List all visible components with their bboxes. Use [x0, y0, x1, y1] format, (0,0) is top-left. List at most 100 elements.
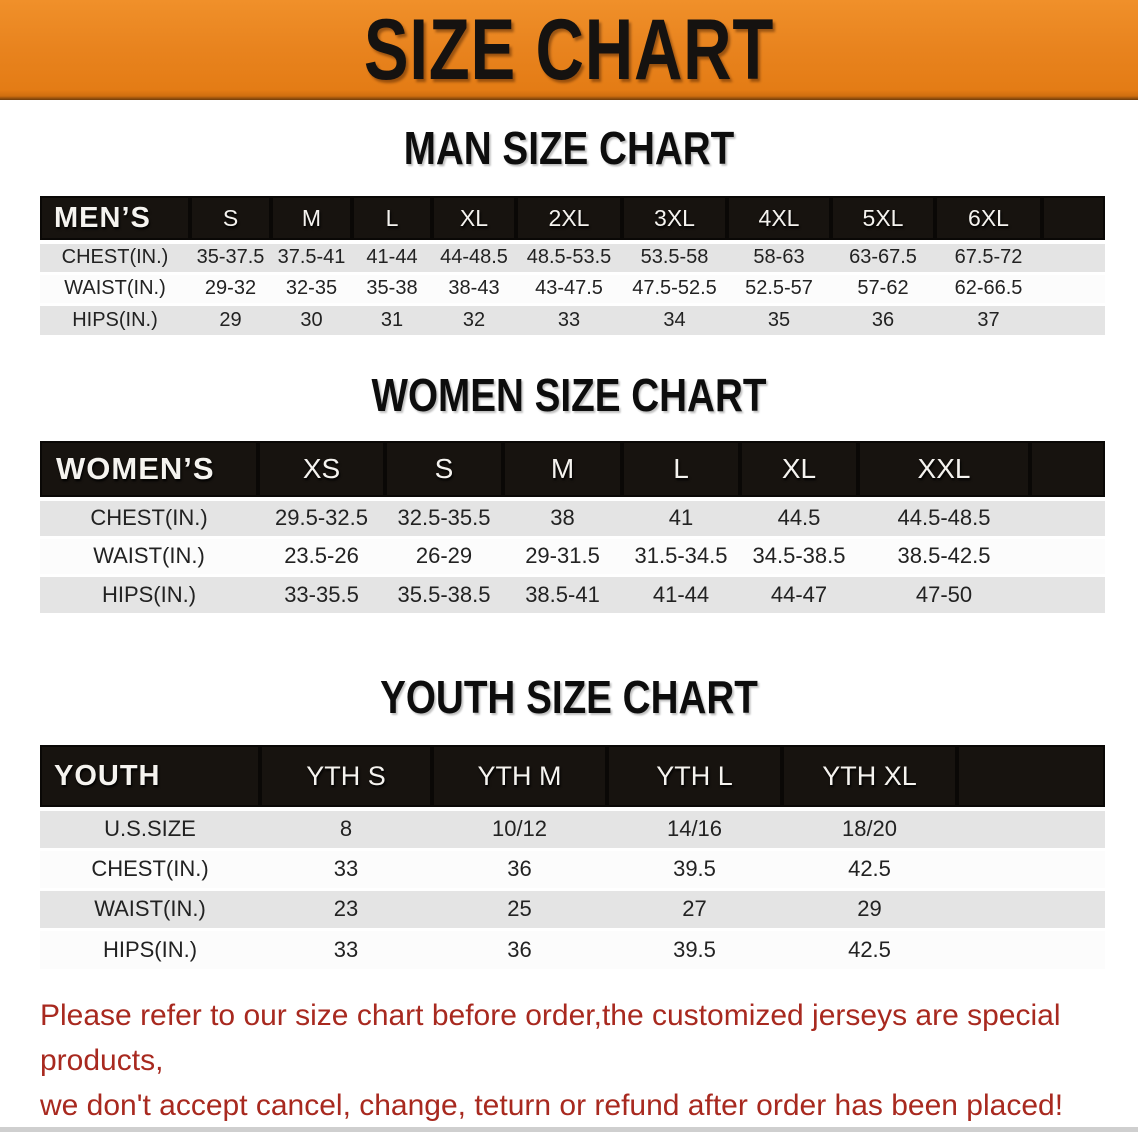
size-value-cell: 33: [516, 302, 622, 335]
row-spacer: [1030, 497, 1105, 537]
size-value-cell: 44.5-48.5: [858, 497, 1030, 537]
row-label: CHEST(IN.): [40, 497, 258, 537]
header-label-men: MEN’S: [40, 196, 190, 244]
size-column-header: 2XL: [516, 196, 622, 244]
size-column-header: S: [385, 441, 503, 501]
men-size-section: MAN SIZE CHART MEN’S S M L XL 2XL 3XL 4XL 5XL 6XL C…: [0, 122, 1138, 335]
measure-row-men: WAIST(IN.) 29-32 32-35 35-38 38-43 43-47.5 47.…: [40, 271, 1105, 304]
size-table-youth: YOUTH YTH S YTH M YTH L YTH XL U.S.SIZE 8 10/12…: [40, 745, 1105, 969]
size-value-cell: 57-62: [831, 271, 935, 304]
size-column-header: YTH M: [432, 745, 607, 811]
measure-row-youth: U.S.SIZE 8 10/12 14/16 18/20: [40, 807, 1105, 849]
size-value-cell: 43-47.5: [516, 271, 622, 304]
size-value-cell: 29-32: [190, 271, 271, 304]
header-spacer: [957, 745, 1105, 811]
row-spacer: [1030, 573, 1105, 613]
size-value-cell: 23: [260, 887, 432, 929]
size-value-cell: 37.5-41: [271, 240, 352, 273]
row-label: CHEST(IN.): [40, 240, 190, 273]
size-value-cell: 32: [432, 302, 516, 335]
size-value-cell: 38: [503, 497, 622, 537]
size-value-cell: 38.5-42.5: [858, 535, 1030, 575]
section-title-women: WOMEN SIZE CHART: [371, 369, 767, 421]
size-value-cell: 42.5: [782, 847, 957, 889]
row-spacer: [1042, 302, 1105, 335]
size-value-cell: 10/12: [432, 807, 607, 849]
size-value-cell: 42.5: [782, 927, 957, 969]
size-column-header: 3XL: [622, 196, 727, 244]
size-column-header: 4XL: [727, 196, 831, 244]
size-value-cell: 31: [352, 302, 432, 335]
size-value-cell: 47-50: [858, 573, 1030, 613]
section-title-youth: YOUTH SIZE CHART: [380, 671, 758, 723]
header-label-youth: YOUTH: [40, 745, 260, 811]
header-spacer: [1030, 441, 1105, 501]
size-value-cell: 67.5-72: [935, 240, 1042, 273]
size-value-cell: 44.5: [740, 497, 858, 537]
size-value-cell: 33: [260, 847, 432, 889]
size-value-cell: 8: [260, 807, 432, 849]
size-column-header: M: [503, 441, 622, 501]
youth-size-section: YOUTH SIZE CHART YOUTH YTH S YTH M YTH L YTH …: [0, 671, 1138, 969]
row-label: HIPS(IN.): [40, 573, 258, 613]
row-label: WAIST(IN.): [40, 887, 260, 929]
size-column-header: YTH S: [260, 745, 432, 811]
header-row-youth: YOUTH YTH S YTH M YTH L YTH XL: [40, 745, 1105, 811]
row-label: WAIST(IN.): [40, 271, 190, 304]
size-value-cell: 62-66.5: [935, 271, 1042, 304]
size-table-men: MEN’S S M L XL 2XL 3XL 4XL 5XL 6XL CHEST(IN.) 35-37…: [40, 196, 1105, 335]
size-value-cell: 58-63: [727, 240, 831, 273]
size-value-cell: 47.5-52.5: [622, 271, 727, 304]
row-label: HIPS(IN.): [40, 927, 260, 969]
size-value-cell: 32.5-35.5: [385, 497, 503, 537]
size-value-cell: 18/20: [782, 807, 957, 849]
row-spacer: [957, 807, 1105, 849]
measure-row-women: HIPS(IN.) 33-35.5 35.5-38.5 38.5-41 41-44 44-…: [40, 573, 1105, 613]
size-value-cell: 32-35: [271, 271, 352, 304]
size-value-cell: 41: [622, 497, 740, 537]
measure-row-women: CHEST(IN.) 29.5-32.5 32.5-35.5 38 41 44.5 44.5…: [40, 497, 1105, 537]
size-value-cell: 34.5-38.5: [740, 535, 858, 575]
size-value-cell: 25: [432, 887, 607, 929]
size-value-cell: 23.5-26: [258, 535, 385, 575]
header-row-women: WOMEN’S XS S M L XL XXL: [40, 441, 1105, 501]
size-value-cell: 29.5-32.5: [258, 497, 385, 537]
row-spacer: [1042, 271, 1105, 304]
size-value-cell: 36: [831, 302, 935, 335]
size-value-cell: 38.5-41: [503, 573, 622, 613]
size-column-header: L: [622, 441, 740, 501]
size-value-cell: 36: [432, 847, 607, 889]
size-column-header: XS: [258, 441, 385, 501]
size-table-women: WOMEN’S XS S M L XL XXL CHEST(IN.) 29.5-32.5 32.5…: [40, 441, 1105, 613]
measure-row-men: HIPS(IN.) 29 30 31 32 33 34 35 36 37: [40, 302, 1105, 335]
size-value-cell: 41-44: [622, 573, 740, 613]
size-value-cell: 35-38: [352, 271, 432, 304]
size-column-header: XL: [740, 441, 858, 501]
size-value-cell: 48.5-53.5: [516, 240, 622, 273]
size-value-cell: 41-44: [352, 240, 432, 273]
row-spacer: [1030, 535, 1105, 575]
footer-line-2: we don't accept cancel, change, teturn o…: [40, 1089, 1064, 1122]
size-value-cell: 37: [935, 302, 1042, 335]
size-column-header: YTH L: [607, 745, 782, 811]
header-label-women: WOMEN’S: [40, 441, 258, 501]
row-spacer: [957, 847, 1105, 889]
size-column-header: S: [190, 196, 271, 244]
size-value-cell: 35.5-38.5: [385, 573, 503, 613]
size-column-header: XL: [432, 196, 516, 244]
size-value-cell: 44-47: [740, 573, 858, 613]
size-value-cell: 29-31.5: [503, 535, 622, 575]
size-value-cell: 52.5-57: [727, 271, 831, 304]
size-column-header: 6XL: [935, 196, 1042, 244]
size-value-cell: 27: [607, 887, 782, 929]
size-value-cell: 31.5-34.5: [622, 535, 740, 575]
size-column-header: YTH XL: [782, 745, 957, 811]
size-value-cell: 44-48.5: [432, 240, 516, 273]
row-label: U.S.SIZE: [40, 807, 260, 849]
row-label: CHEST(IN.): [40, 847, 260, 889]
size-value-cell: 53.5-58: [622, 240, 727, 273]
size-value-cell: 14/16: [607, 807, 782, 849]
measure-row-women: WAIST(IN.) 23.5-26 26-29 29-31.5 31.5-34.5 34…: [40, 535, 1105, 575]
banner-title: SIZE CHART: [363, 2, 775, 98]
size-column-header: 5XL: [831, 196, 935, 244]
